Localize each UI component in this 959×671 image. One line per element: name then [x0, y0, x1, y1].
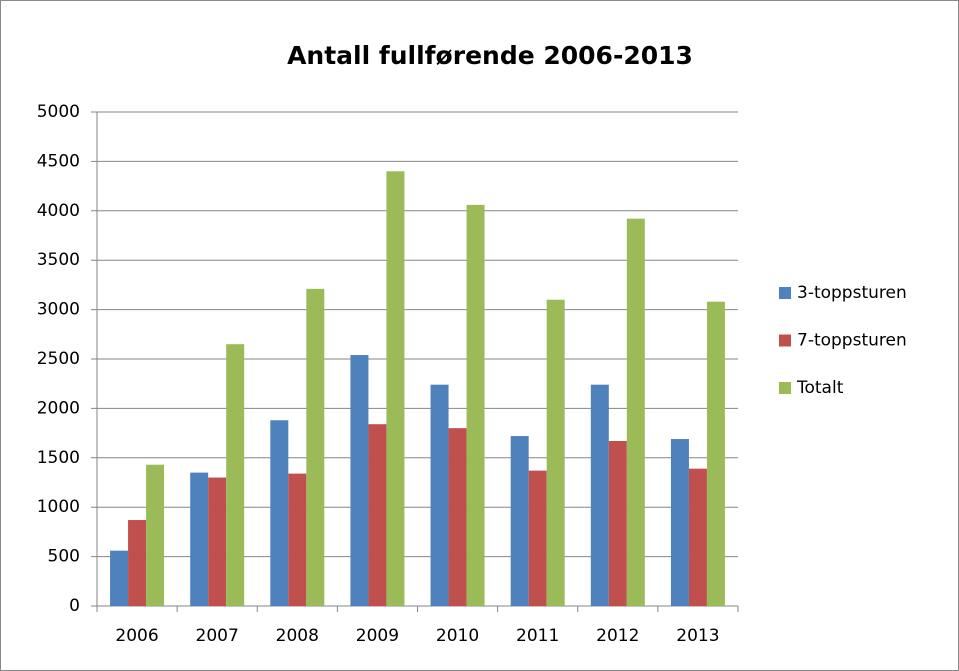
x-tick-label: 2008: [276, 626, 319, 646]
bar: [670, 439, 689, 606]
y-tick-label: 500: [48, 547, 80, 567]
bar: [270, 420, 289, 606]
y-tick-label: 1500: [37, 448, 80, 468]
bar: [350, 355, 369, 606]
x-tick-label: 2009: [356, 626, 399, 646]
y-tick-label: 4000: [37, 201, 80, 221]
legend-swatch: [779, 382, 791, 394]
bar: [110, 550, 129, 606]
y-tick-label: 3000: [37, 300, 80, 320]
bar: [288, 473, 307, 606]
bar: [626, 218, 645, 607]
x-tick-label: 2007: [196, 626, 239, 646]
bar: [430, 384, 449, 606]
legend-swatch: [779, 334, 791, 347]
bar: [528, 470, 547, 606]
bar: [146, 464, 165, 606]
y-tick-label: 4500: [37, 151, 80, 171]
legend-swatch: [779, 287, 791, 299]
y-tick-label: 2000: [37, 398, 80, 418]
y-tick-label: 2500: [37, 349, 80, 369]
bar: [510, 436, 529, 606]
x-tick-label: 2011: [516, 626, 559, 646]
x-tick-label: 2006: [115, 626, 158, 646]
bar: [590, 384, 609, 606]
bar: [226, 344, 245, 606]
x-tick-label: 2010: [436, 626, 479, 646]
legend-label: 7-toppsturen: [797, 331, 907, 351]
bar: [128, 520, 147, 606]
x-tick-label: 2013: [676, 626, 719, 646]
y-tick-label: 5000: [37, 102, 80, 122]
bar: [688, 468, 707, 606]
legend-label: 3-toppsturen: [797, 283, 907, 303]
x-tick-label: 2012: [596, 626, 639, 646]
bar: [448, 428, 467, 606]
bar: [368, 424, 387, 606]
bar: [208, 477, 227, 606]
y-tick-label: 0: [69, 596, 80, 616]
bar: [608, 441, 627, 606]
y-tick-label: 3500: [37, 250, 80, 270]
bar: [306, 288, 325, 606]
bar: [466, 204, 485, 606]
y-tick-label: 1000: [37, 497, 80, 517]
bar: [190, 472, 209, 606]
bar: [386, 171, 405, 606]
chart-title: Antall fullførende 2006-2013: [287, 41, 693, 70]
legend-label: Totalt: [796, 378, 844, 398]
bar: [706, 301, 725, 606]
bar: [546, 299, 565, 606]
